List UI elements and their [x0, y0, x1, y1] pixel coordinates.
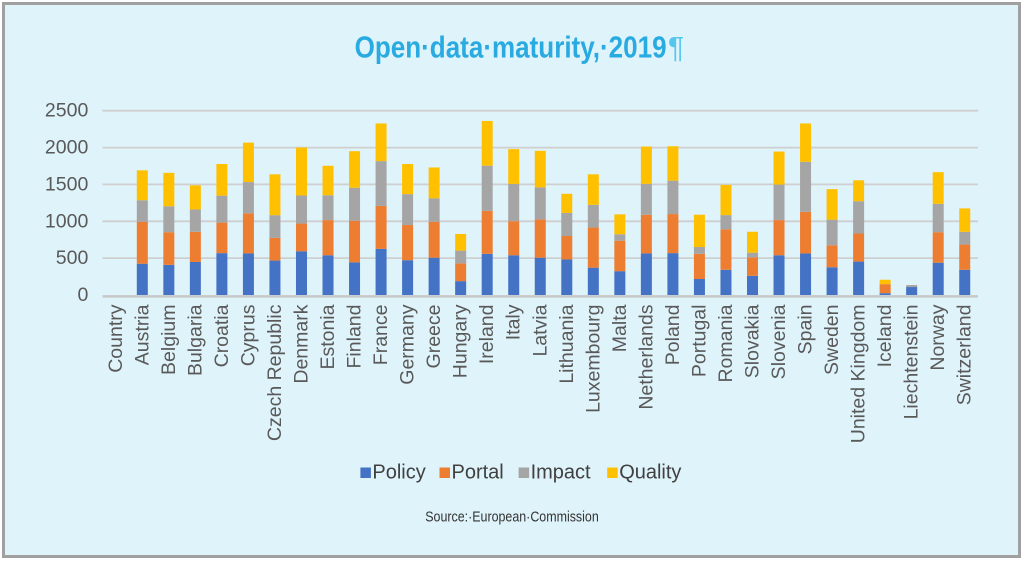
- svg-text:Germany: Germany: [397, 304, 419, 384]
- svg-text:Belgium: Belgium: [158, 305, 180, 375]
- svg-text:Spain: Spain: [795, 305, 817, 355]
- svg-text:Croatia: Croatia: [211, 304, 233, 367]
- svg-text:Iceland: Iceland: [874, 305, 896, 368]
- svg-text:United Kingdom: United Kingdom: [848, 305, 870, 444]
- svg-text:Ireland: Ireland: [476, 305, 498, 365]
- svg-text:1500: 1500: [45, 173, 89, 195]
- svg-text:Poland: Poland: [662, 305, 684, 366]
- svg-text:Impact: Impact: [531, 462, 591, 484]
- svg-text:Cyprus: Cyprus: [237, 304, 259, 366]
- svg-text:Switzerland: Switzerland: [954, 305, 976, 406]
- svg-text:Policy: Policy: [372, 462, 425, 484]
- svg-text:0: 0: [77, 284, 88, 306]
- svg-text:Luxembourg: Luxembourg: [582, 305, 604, 413]
- svg-text:500: 500: [56, 247, 89, 269]
- svg-text:Denmark: Denmark: [290, 304, 312, 383]
- svg-text:Liechtenstein: Liechtenstein: [901, 304, 923, 419]
- svg-text:2500: 2500: [45, 100, 89, 122]
- svg-text:Czech Republic: Czech Republic: [264, 304, 286, 441]
- svg-text:Finland: Finland: [344, 305, 366, 369]
- svg-text:Austria: Austria: [131, 304, 153, 365]
- svg-text:Lithuania: Lithuania: [556, 304, 578, 383]
- svg-text:Estonia: Estonia: [317, 304, 339, 369]
- svg-text:Romania: Romania: [715, 304, 737, 382]
- svg-text:Country: Country: [105, 304, 127, 373]
- svg-text:Sweden: Sweden: [821, 305, 843, 375]
- svg-text:1000: 1000: [45, 210, 89, 232]
- svg-text:Netherlands: Netherlands: [635, 304, 657, 409]
- svg-text:¶: ¶: [668, 32, 684, 65]
- svg-text:Italy: Italy: [503, 304, 525, 340]
- svg-text:Portal: Portal: [452, 462, 504, 484]
- svg-text:Malta: Malta: [609, 304, 631, 352]
- svg-text:Source:·European·Commission: Source:·European·Commission: [425, 509, 599, 526]
- svg-text:Norway: Norway: [927, 304, 949, 370]
- svg-text:Slovakia: Slovakia: [741, 304, 763, 378]
- svg-text:Quality: Quality: [619, 462, 681, 484]
- svg-text:2000: 2000: [45, 137, 89, 159]
- svg-text:Portugal: Portugal: [688, 305, 710, 378]
- svg-text:Hungary: Hungary: [450, 304, 472, 378]
- svg-text:Open·data·maturity,·2019: Open·data·maturity,·2019: [355, 30, 667, 65]
- svg-text:Latvia: Latvia: [529, 304, 551, 356]
- svg-text:France: France: [370, 305, 392, 366]
- svg-text:Slovenia: Slovenia: [768, 304, 790, 379]
- svg-text:Greece: Greece: [423, 305, 445, 369]
- svg-text:Bulgaria: Bulgaria: [184, 304, 206, 376]
